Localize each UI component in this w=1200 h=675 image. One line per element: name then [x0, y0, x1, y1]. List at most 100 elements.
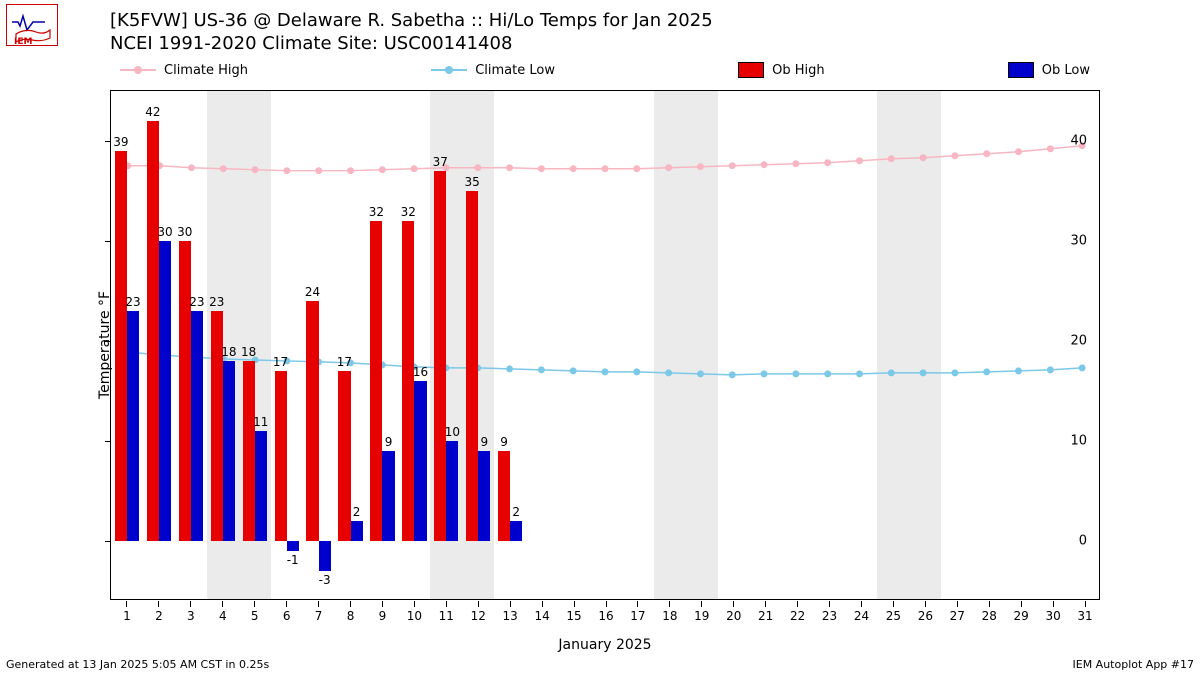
x-tick-label: 4 [219, 609, 227, 623]
x-tick-label: 5 [251, 609, 259, 623]
climate-low-marker [1047, 366, 1054, 373]
x-tick-label: 26 [918, 609, 933, 623]
ob-low-bar-label: 16 [413, 365, 428, 379]
x-tick-label: 24 [854, 609, 869, 623]
y-tick-label: 40 [1070, 134, 1087, 149]
x-tick-label: 22 [790, 609, 805, 623]
x-tick [126, 601, 127, 607]
ob-low-bar [255, 431, 267, 541]
weekend-shade [877, 91, 941, 599]
x-tick [797, 601, 798, 607]
climate-high-marker [983, 150, 990, 157]
ob-high-bar [370, 221, 382, 541]
ob-high-bar-label: 9 [500, 435, 508, 449]
climate-high-marker [538, 165, 545, 172]
climate-low-marker [1015, 367, 1022, 374]
ob-low-bar [127, 311, 139, 541]
legend-climate-high: Climate High [120, 63, 248, 78]
x-tick-label: 6 [283, 609, 291, 623]
iem-logo: IEM [6, 4, 58, 46]
y-tick-label: 20 [1070, 334, 1087, 349]
x-tick-label: 15 [566, 609, 581, 623]
ob-low-bar-label: 11 [253, 415, 268, 429]
ob-high-bar-label: 39 [113, 135, 128, 149]
ob-low-bar-label: 10 [445, 425, 460, 439]
climate-low-marker [570, 367, 577, 374]
ob-high-bar-label: 23 [209, 295, 224, 309]
climate-high-marker [729, 162, 736, 169]
footer-app: IEM Autoplot App #17 [1073, 658, 1195, 671]
climate-high-marker [824, 159, 831, 166]
chart-title: [K5FVW] US-36 @ Delaware R. Sabetha :: H… [110, 10, 713, 55]
x-tick [989, 601, 990, 607]
climate-low-marker [951, 369, 958, 376]
ob-low-bar [478, 451, 490, 541]
climate-low-marker [761, 370, 768, 377]
ob-high-bar [338, 371, 350, 541]
ob-high-bar-label: 30 [177, 225, 192, 239]
climate-high-marker [761, 161, 768, 168]
x-tick [254, 601, 255, 607]
climate-low-marker [506, 365, 513, 372]
climate-high-marker [951, 152, 958, 159]
x-tick-label: 7 [315, 609, 323, 623]
bar-swatch-icon [738, 62, 764, 78]
ob-high-bar-label: 18 [241, 345, 256, 359]
x-tick-label: 16 [598, 609, 613, 623]
ob-high-bar [434, 171, 446, 541]
climate-high-marker [315, 167, 322, 174]
x-tick [286, 601, 287, 607]
climate-high-marker [411, 165, 418, 172]
x-tick-label: 21 [758, 609, 773, 623]
x-tick-label: 20 [726, 609, 741, 623]
x-tick-label: 2 [155, 609, 163, 623]
x-tick [606, 601, 607, 607]
line-swatch-icon [431, 69, 467, 71]
ob-low-bar-label: 9 [385, 435, 393, 449]
legend-ob-low: Ob Low [1008, 62, 1090, 78]
ob-low-bar-label: 23 [125, 295, 140, 309]
ob-low-bar-label: 2 [353, 505, 361, 519]
climate-high-marker [633, 165, 640, 172]
y-tick-label: 30 [1070, 234, 1087, 249]
y-tick [105, 541, 111, 542]
ob-low-bar-label: 2 [512, 505, 520, 519]
x-tick [893, 601, 894, 607]
ob-low-bar [510, 521, 522, 541]
x-tick-label: 9 [379, 609, 387, 623]
ob-high-bar-label: 35 [465, 175, 480, 189]
ob-high-bar [306, 301, 318, 541]
ob-low-bar [191, 311, 203, 541]
ob-low-bar [382, 451, 394, 541]
ob-low-bar-label: 30 [157, 225, 172, 239]
x-tick [1085, 601, 1086, 607]
ob-high-bar-label: 32 [401, 205, 416, 219]
ob-low-bar [351, 521, 363, 541]
x-tick [446, 601, 447, 607]
x-tick [829, 601, 830, 607]
x-tick [701, 601, 702, 607]
climate-high-marker [792, 160, 799, 167]
ob-high-bar-label: 24 [305, 285, 320, 299]
legend-climate-low: Climate Low [431, 63, 555, 78]
x-tick-label: 12 [471, 609, 486, 623]
ob-high-bar [466, 191, 478, 541]
x-tick-label: 30 [1045, 609, 1060, 623]
climate-low-marker [824, 370, 831, 377]
x-tick [382, 601, 383, 607]
y-axis-label: Temperature °F [97, 291, 113, 399]
x-tick [765, 601, 766, 607]
title-line-1: [K5FVW] US-36 @ Delaware R. Sabetha :: H… [110, 10, 713, 33]
title-line-2: NCEI 1991-2020 Climate Site: USC00141408 [110, 33, 713, 56]
x-tick [414, 601, 415, 607]
climate-high-marker [856, 157, 863, 164]
climate-low-marker [602, 368, 609, 375]
ob-high-bar-label: 42 [145, 105, 160, 119]
x-tick [350, 601, 351, 607]
x-tick [733, 601, 734, 607]
climate-high-marker [347, 167, 354, 174]
x-tick-label: 28 [982, 609, 997, 623]
legend-label: Ob Low [1042, 63, 1090, 78]
ob-low-bar [319, 541, 331, 571]
legend-ob-high: Ob High [738, 62, 825, 78]
